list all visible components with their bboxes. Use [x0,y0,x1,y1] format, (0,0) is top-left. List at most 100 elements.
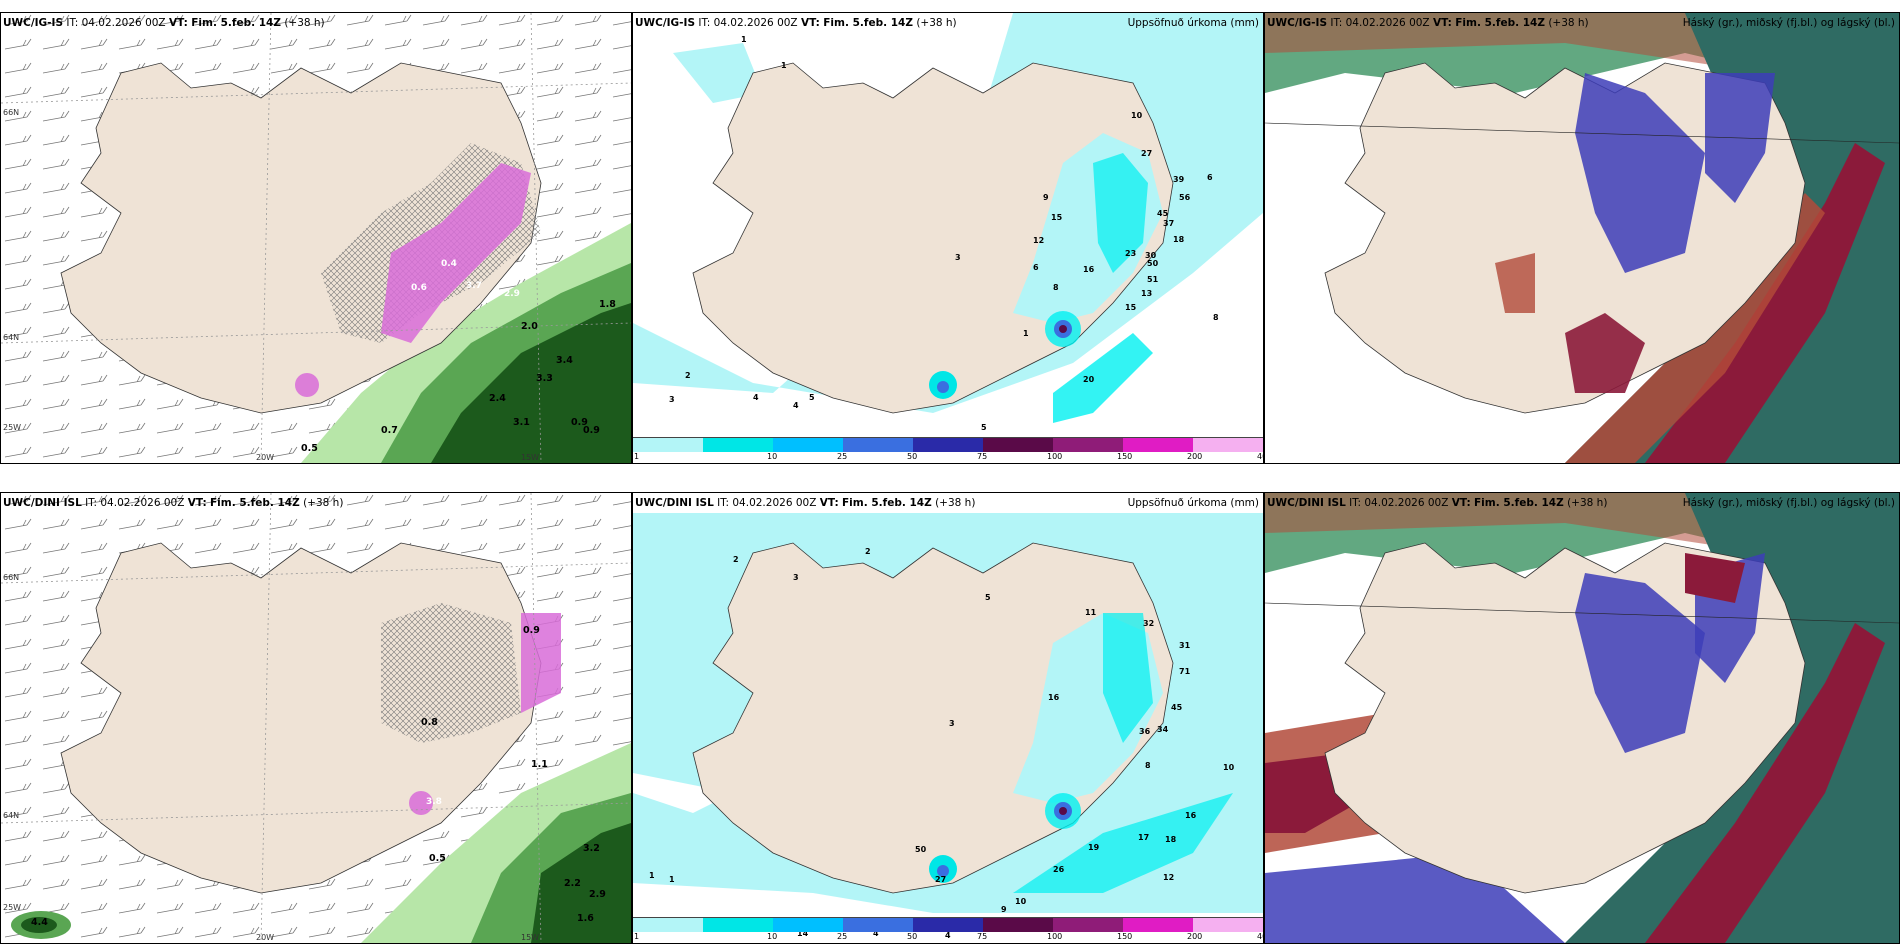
value-label: 3.2 [583,843,600,854]
value-label: 2.4 [489,393,506,404]
lon-label: 15W [521,933,540,942]
value-label: 15 [1051,213,1063,222]
colorbar-cell [843,437,914,452]
precip-map [633,13,1263,463]
value-label: 56 [1179,193,1191,202]
colorbar-label: 10 [767,452,778,461]
panel-header: UWC/IG-IS IT: 04.02.2026 00Z VT: Fim. 5.… [3,17,325,29]
lead-time: (+38 h) [1548,17,1589,29]
value-label: 50 [915,845,927,854]
panel-header: UWC/DINI ISL IT: 04.02.2026 00Z VT: Fim.… [635,497,975,509]
panel-bottom-middle: UWC/DINI ISL IT: 04.02.2026 00Z VT: Fim.… [632,492,1264,944]
value-label: 27 [935,875,947,884]
value-label: 50 [1147,259,1159,268]
value-label: 10 [1131,111,1143,120]
value-label: 45 [1171,703,1183,712]
lead-time: (+38 h) [303,497,344,509]
colorbar-cell [633,917,704,932]
colorbar-label: 400 [1257,452,1263,461]
value-label: 71 [1179,667,1191,676]
vt-label: VT: [168,17,188,29]
value-label: 34 [1157,725,1169,734]
value-label: 8 [1145,761,1151,770]
value-label: 12 [1033,236,1045,245]
it-value: 04.02.2026 00Z [1345,17,1430,29]
vt-value: Fim. 5.feb. 14Z [842,497,932,509]
value-label: 18 [1165,835,1177,844]
model-name: UWC/DINI ISL [635,497,714,509]
lead-time: (+38 h) [935,497,976,509]
colorbar-label: 75 [977,452,988,461]
value-label: 0.7 [381,425,398,436]
value-label: 2 [865,547,871,556]
precip-colorbar: 1 10 25 50 75 100 150 200 400 [633,917,1263,943]
value-label: 3 [669,395,675,404]
value-label: 12 [1163,873,1175,882]
colorbar-label: 400 [1257,932,1263,941]
colorbar-cell [633,437,704,452]
value-label: 4 [945,931,951,940]
wind-precip-map [1,13,631,463]
it-value: 04.02.2026 00Z [1364,497,1449,509]
value-label: 0.8 [421,717,438,728]
cloud-map [1265,493,1899,943]
value-label: 3.4 [556,355,573,366]
lat-label: 66N [3,108,20,117]
vt-value: Fim. 5.feb. 14Z [191,17,281,29]
value-label: 19 [1088,843,1100,852]
colorbar-cell [1193,917,1263,932]
value-label: 1.1 [531,759,548,770]
value-label: 2.2 [564,878,581,889]
value-label: 10 [1015,897,1027,906]
value-label: 0.9 [571,417,588,428]
colorbar-cell [1053,917,1124,932]
model-name: UWC/IG-IS [1267,17,1328,29]
value-label: 2.9 [504,289,520,299]
lon-label: 20W [256,933,275,942]
value-label: 2.9 [589,889,606,900]
panel-header: UWC/IG-IS IT: 04.02.2026 00Z VT: Fim. 5.… [635,17,957,29]
value-label: 8 [1053,283,1059,292]
it-label: IT: [66,17,79,29]
value-label: 0.5 [429,853,446,864]
it-label: IT: [717,497,730,509]
value-label: 11 [1085,608,1097,617]
value-label: 18 [1173,235,1185,244]
vt-label: VT: [800,17,820,29]
it-label: IT: [85,497,98,509]
value-label: 16 [1185,811,1197,820]
panel-top-left: UWC/IG-IS IT: 04.02.2026 00Z VT: Fim. 5.… [0,12,632,464]
colorbar-cell [983,437,1054,452]
value-label: 26 [1053,865,1065,874]
precip-colorbar: 1 10 25 50 75 100 150 200 400 [633,437,1263,463]
value-label: 3 [793,573,799,582]
panel-title-right: Uppsöfnuð úrkoma (mm) [1127,497,1259,509]
panel-bottom-left: UWC/DINI ISL IT: 04.02.2026 00Z VT: Fim.… [0,492,632,944]
it-value: 04.02.2026 00Z [81,17,166,29]
value-label: 1.6 [577,913,594,924]
value-label: 5 [981,423,987,432]
lon-label: 15W [521,453,540,462]
value-label: 4.4 [31,917,48,928]
vt-value: Fim. 5.feb. 14Z [210,497,300,509]
vt-value: Fim. 5.feb. 14Z [1474,497,1564,509]
colorbar-cell [843,917,914,932]
value-label: 3.7 [466,281,482,291]
colorbar-label: 50 [907,932,918,941]
value-label: 1 [1023,329,1029,338]
value-label: 0.4 [441,259,457,269]
colorbar-cell [773,437,844,452]
value-label: 23 [1125,249,1137,258]
lon-label: 20W [256,453,275,462]
value-label: 0.9 [583,425,600,436]
lead-time: (+38 h) [1567,497,1608,509]
colorbar-label: 100 [1047,932,1063,941]
colorbar-cell [1053,437,1124,452]
value-label: 9 [1043,193,1049,202]
lead-time: (+38 h) [284,17,325,29]
panel-top-middle: UWC/IG-IS IT: 04.02.2026 00Z VT: Fim. 5.… [632,12,1264,464]
value-label: 2 [685,371,691,380]
panel-title-right: Uppsöfnuð úrkoma (mm) [1127,17,1259,29]
colorbar-label: 150 [1117,932,1133,941]
panel-header: UWC/DINI ISL IT: 04.02.2026 00Z VT: Fim.… [1267,497,1607,509]
